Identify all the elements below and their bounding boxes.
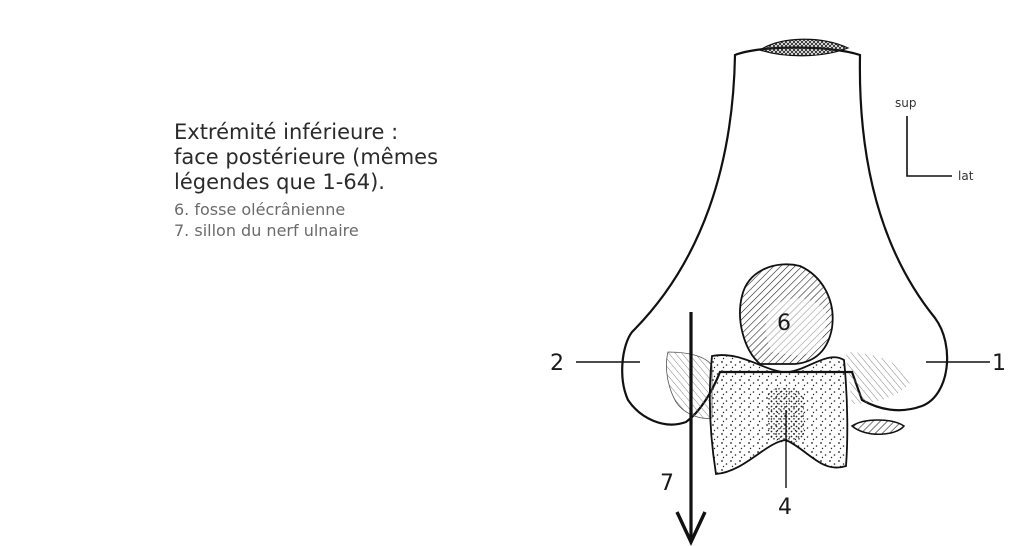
olecranon-fossa-light-area bbox=[765, 298, 827, 356]
label-1: 1 bbox=[992, 351, 1006, 376]
orientation-lat-label: lat bbox=[958, 169, 974, 183]
legend-item-7: 7. sillon du nerf ulnaire bbox=[174, 221, 359, 240]
caption-title-line: face postérieure (mêmes bbox=[174, 145, 439, 169]
figure-caption: Extrémité inférieure : face postérieure … bbox=[174, 120, 514, 241]
shaft-cut-section bbox=[758, 38, 850, 57]
caption-title: Extrémité inférieure : face postérieure … bbox=[174, 120, 514, 195]
lateral-shading bbox=[846, 352, 912, 404]
label-2: 2 bbox=[550, 351, 564, 376]
orientation-axes bbox=[906, 116, 952, 177]
label-7: 7 bbox=[660, 471, 674, 496]
label-6: 6 bbox=[777, 311, 791, 336]
caption-title-line: légendes que 1-64). bbox=[174, 170, 385, 194]
label-4: 4 bbox=[778, 495, 792, 520]
ulnar-groove-shading bbox=[666, 351, 713, 419]
orientation-sup-label: sup bbox=[895, 96, 916, 110]
legend-list: 6. fosse olécrânienne 7. sillon du nerf … bbox=[174, 199, 514, 241]
legend-item-6: 6. fosse olécrânienne bbox=[174, 200, 346, 219]
capitulum bbox=[850, 419, 906, 435]
caption-title-line: Extrémité inférieure : bbox=[174, 120, 399, 144]
ulnar-nerve-arrow-head bbox=[675, 511, 707, 546]
